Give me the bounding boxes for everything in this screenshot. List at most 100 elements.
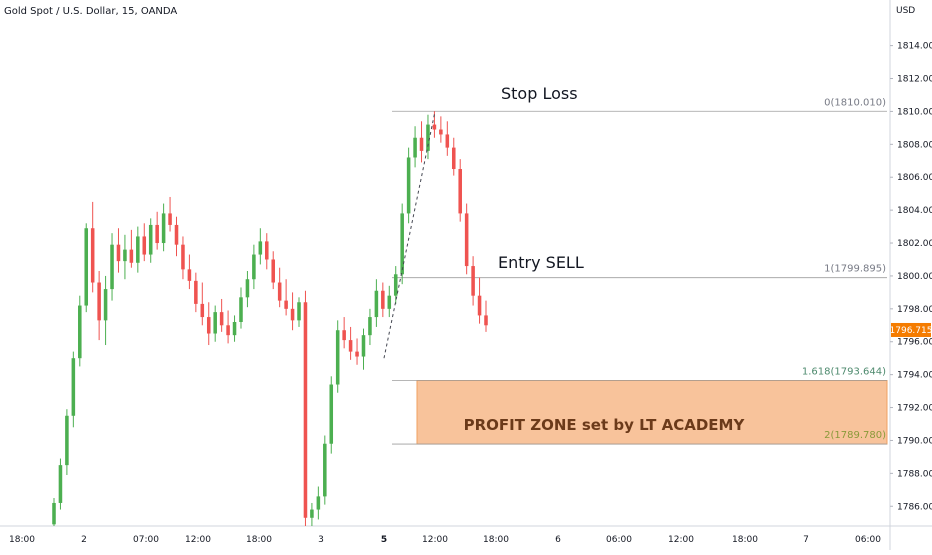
candle-body	[200, 303, 205, 318]
y-tick-label: 1810.000	[897, 107, 932, 117]
candle-body	[161, 213, 166, 244]
candle-body	[168, 213, 172, 225]
candle-body	[381, 290, 385, 309]
candle-body	[103, 289, 108, 321]
candle-body	[155, 224, 159, 244]
currency-label: USD	[896, 6, 916, 16]
candle-body	[297, 302, 301, 321]
last-price-label: 1796.715	[890, 326, 932, 336]
y-tick-label: 1814.000	[897, 42, 932, 52]
candle-body	[310, 509, 314, 518]
x-tick-label: 3	[318, 535, 324, 545]
candle-body	[90, 228, 95, 283]
candle-body	[426, 124, 430, 151]
x-tick-label: 06:00	[606, 535, 632, 545]
candle-body	[290, 308, 295, 321]
candle-body	[335, 330, 340, 385]
y-tick-label: 1786.000	[897, 502, 932, 512]
candle-body	[213, 312, 217, 334]
candle-body	[355, 351, 359, 357]
candle-body	[413, 137, 417, 158]
y-tick-label: 1794.000	[897, 371, 932, 381]
candle-body	[142, 236, 147, 255]
x-tick-label: 18:00	[9, 535, 35, 545]
y-tick-label: 1804.000	[897, 206, 932, 216]
candle-body	[84, 228, 89, 306]
candle-body	[284, 300, 288, 309]
y-tick-label: 1788.000	[897, 469, 932, 479]
y-tick-label: 1806.000	[897, 173, 932, 183]
candle-body	[194, 280, 198, 304]
x-tick-label: 7	[803, 535, 809, 545]
candle-body	[329, 384, 334, 444]
candle-body	[226, 325, 230, 336]
x-tick-label: 06:00	[855, 535, 881, 545]
y-tick-label: 1808.000	[897, 140, 932, 150]
last-price-badge	[891, 322, 931, 337]
candle-body	[110, 244, 114, 290]
candle-body	[374, 290, 379, 318]
candle-body	[484, 315, 488, 326]
x-tick-label: 07:00	[133, 535, 159, 545]
candle-body	[245, 279, 250, 298]
x-tick-label: 12:00	[668, 535, 694, 545]
y-tick-label: 1792.000	[897, 404, 932, 414]
candle-body	[451, 147, 456, 169]
profit-zone	[416, 380, 888, 445]
candle-body	[148, 224, 153, 255]
candle-body	[181, 244, 185, 270]
fib-level-1618-label: 1.618(1793.644)	[802, 367, 886, 378]
candle-body	[303, 302, 308, 518]
candle-body	[232, 322, 237, 336]
candle-body	[277, 282, 282, 301]
candle-body	[174, 224, 179, 245]
candle-body	[323, 443, 327, 497]
candle-body	[123, 249, 127, 262]
candle-body	[271, 259, 275, 283]
stop-loss-annotation: Stop Loss	[501, 84, 578, 103]
candle-body	[78, 305, 82, 359]
candle-body	[129, 249, 134, 263]
candle-body	[393, 274, 398, 296]
candle-body	[136, 236, 140, 263]
candle-body	[206, 317, 211, 334]
x-tick-label: 18:00	[732, 535, 758, 545]
candle-body	[116, 244, 121, 262]
y-tick-label: 1802.000	[897, 239, 932, 249]
x-tick-label: 12:00	[185, 535, 211, 545]
fib-level-1-label: 1(1799.895)	[824, 264, 886, 275]
candle-body	[368, 317, 372, 336]
y-tick-label: 1812.000	[897, 75, 932, 85]
profit-zone-annotation: PROFIT ZONE set by LT ACADEMY	[464, 416, 746, 434]
candle-body	[219, 312, 224, 326]
candle-body	[458, 169, 462, 214]
y-tick-label: 1796.000	[897, 338, 932, 348]
x-tick-label: 12:00	[422, 535, 448, 545]
candle-body	[342, 330, 346, 341]
x-tick-label: 2	[81, 535, 87, 545]
candle-body	[387, 295, 392, 309]
candle-body	[52, 502, 56, 525]
x-tick-label: 5	[381, 535, 387, 545]
x-tick-label: 18:00	[483, 535, 509, 545]
candle-body	[316, 496, 321, 510]
candle-body	[71, 358, 76, 416]
candle-body	[239, 297, 243, 322]
y-tick-label: 1800.000	[897, 272, 932, 282]
candle-body	[361, 335, 366, 357]
candle-body	[258, 241, 263, 255]
candle-body	[65, 415, 69, 466]
y-tick-label: 1798.000	[897, 305, 932, 315]
candle-body	[58, 465, 63, 503]
candle-body	[464, 213, 469, 267]
candle-body	[348, 340, 353, 352]
candle-body	[445, 134, 450, 148]
y-tick-label: 1790.000	[897, 436, 932, 446]
x-tick-label: 6	[555, 535, 561, 545]
fib-level-0-label: 0(1810.010)	[824, 97, 886, 108]
candle-body	[97, 282, 101, 321]
candle-body	[265, 241, 269, 260]
candle-body	[471, 266, 475, 296]
